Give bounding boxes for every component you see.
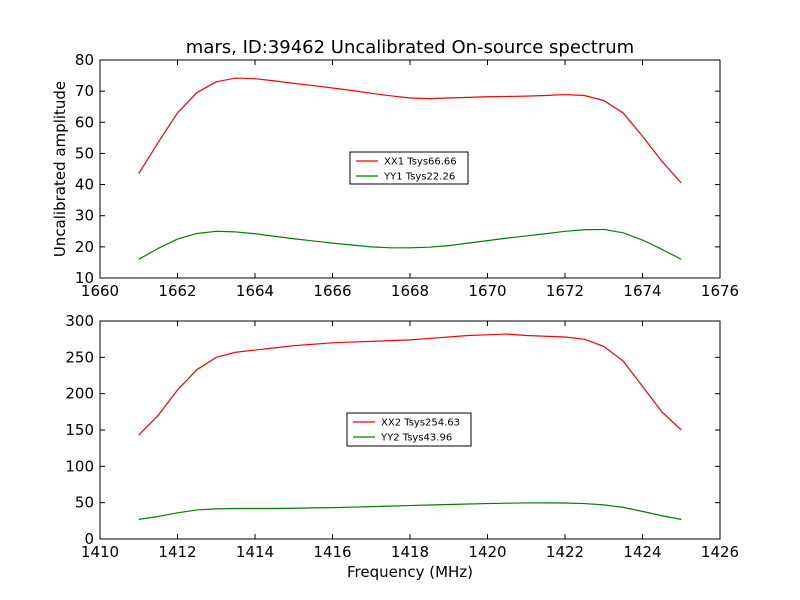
top-y-tick-label: 30 — [75, 207, 94, 225]
top-y-axis-label: Uncalibrated amplitude — [51, 81, 69, 257]
top-y-tick-label: 10 — [75, 269, 94, 287]
top-x-tick-label: 1660 — [81, 282, 119, 300]
top-x-tick-label: 1668 — [391, 282, 429, 300]
top-x-tick-label: 1670 — [468, 282, 506, 300]
bottom-x-tick-label: 1410 — [81, 543, 119, 561]
bottom-panel: 1410 1412 1414 1416 1418 1420 1422 1424 1426 0 50 1… — [65, 312, 739, 581]
bottom-y-tick-label: 200 — [65, 385, 94, 403]
bottom-y-tick-label: 0 — [84, 530, 94, 548]
bottom-y-tick-label: 250 — [65, 348, 94, 366]
bottom-x-tick-label: 1412 — [158, 543, 196, 561]
bottom-legend-label-1: YY2 Tsys43.96 — [380, 433, 452, 444]
top-legend-label-0: XX1 Tsys66.66 — [384, 157, 457, 168]
bottom-x-tick-label: 1414 — [236, 543, 274, 561]
bottom-x-axis-label: Frequency (MHz) — [347, 563, 473, 581]
top-x-tick-label: 1676 — [701, 282, 739, 300]
top-x-tick-label: 1664 — [236, 282, 274, 300]
top-x-tick-label: 1672 — [546, 282, 584, 300]
bottom-legend-box — [346, 412, 472, 447]
top-series-line-0 — [138, 77, 682, 184]
top-series-line-1 — [138, 228, 682, 260]
top-legend-label-1: YY1 Tsys22.26 — [383, 172, 455, 183]
top-x-tick-label: 1662 — [158, 282, 196, 300]
bottom-y-tick-label: 50 — [75, 494, 94, 512]
bottom-x-tick-label: 1424 — [623, 543, 661, 561]
bottom-x-tick-label: 1418 — [391, 543, 429, 561]
bottom-y-tick-label: 300 — [65, 312, 94, 330]
bottom-x-tick-label: 1416 — [313, 543, 351, 561]
bottom-y-tick-label: 150 — [65, 421, 94, 439]
bottom-x-tick-label: 1422 — [546, 543, 584, 561]
top-y-tick-label: 50 — [75, 144, 94, 162]
top-y-tick-label: 80 — [75, 51, 94, 69]
top-y-tick-label: 60 — [75, 113, 94, 131]
top-y-tick-label: 70 — [75, 82, 94, 100]
bottom-y-tick-label: 100 — [65, 457, 94, 475]
bottom-x-tick-label: 1420 — [468, 543, 506, 561]
top-x-tick-label: 1674 — [623, 282, 661, 300]
bottom-series-line-1 — [138, 502, 682, 520]
top-y-tick-label: 20 — [75, 238, 94, 256]
top-legend-box — [349, 151, 469, 185]
top-legend: XX1 Tsys66.66 YY1 Tsys22.26 — [349, 151, 469, 185]
chart-title: mars, ID:39462 Uncalibrated On-source sp… — [186, 37, 634, 58]
bottom-legend: XX2 Tsys254.63 YY2 Tsys43.96 — [346, 412, 472, 447]
bottom-x-tick-label: 1426 — [701, 543, 739, 561]
top-x-tick-label: 1666 — [313, 282, 351, 300]
bottom-series-line-0 — [138, 333, 682, 436]
top-panel: 1660 1662 1664 1666 1668 1670 1672 1674 1676 10 20… — [51, 51, 739, 300]
top-y-tick-label: 40 — [75, 176, 94, 194]
bottom-legend-label-0: XX2 Tsys254.63 — [381, 418, 460, 429]
